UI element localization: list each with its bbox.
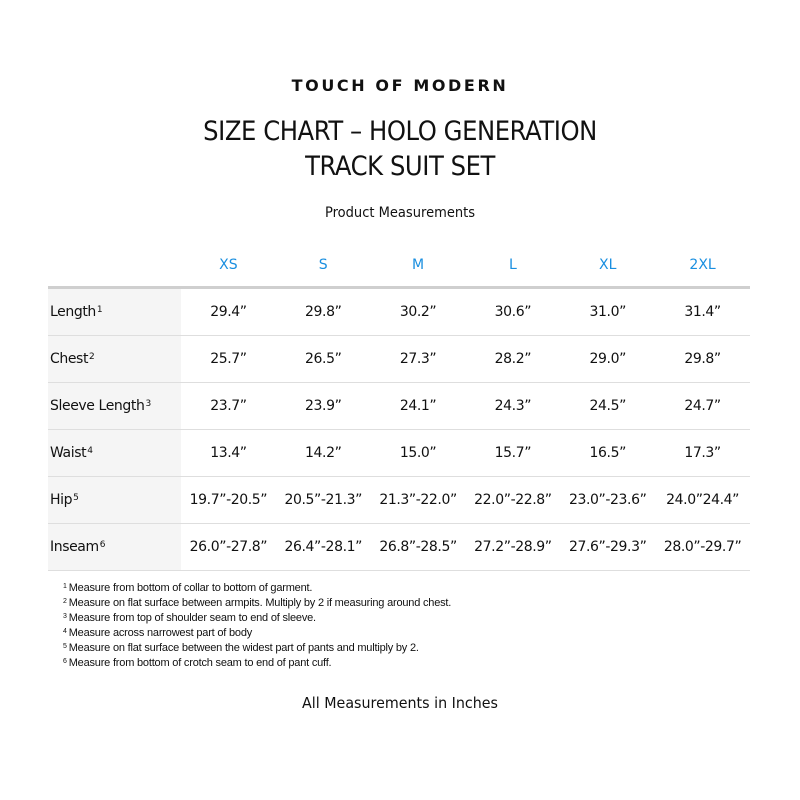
table-cell: 29.0” [560,335,656,383]
table-cell: 23.0”-23.6” [560,476,656,524]
table-cell: 21.3”-22.0” [370,476,466,524]
header-row: XS S M L XL 2XL [48,244,750,289]
table-cell: 27.2”-28.9” [465,523,561,571]
footnote-number: 3 [63,613,67,620]
units-note: All Measurements in Inches [302,694,498,712]
footnote-ref: 4 [87,446,93,456]
footnote: 2 Measure on flat surface between armpits… [62,595,451,610]
table-cell: 16.5” [560,429,656,477]
row-label: Length1 [48,287,181,336]
row-label-text: Inseam [50,539,99,555]
table-cell: 26.0”-27.8” [181,523,276,571]
table-cell: 26.8”-28.5” [370,523,466,571]
table-cell: 24.3” [465,382,561,430]
row-label: Hip5 [48,476,181,524]
footnote-ref: 6 [99,540,106,550]
footnote-ref: 1 [96,305,103,315]
page-title-line2: TRACK SUIT SET [305,151,495,182]
table-cell: 28.2” [465,335,561,383]
table-cell: 27.6”-29.3” [560,523,656,571]
footnote-number: 6 [63,658,67,665]
footnote: 1 Measure from bottom of collar to bottom… [62,580,451,595]
table-row: Sleeve Length3 23.7” 23.9” 24.1” 24.3” 24.5” 2… [48,382,750,430]
table-row: Hip5 19.7”-20.5” 20.5”-21.3” 21.3”-22.0” 22.… [48,476,750,524]
footnote-number: 1 [63,583,67,590]
size-header-s: S [275,244,371,289]
row-label-text: Hip [50,492,73,508]
table-cell: 23.9” [275,382,371,430]
footnote-text: Measure from bottom of crotch seam to en… [68,657,332,669]
brand-logo: TOUCH OF MODERN [291,76,509,95]
footnote: 5 Measure on flat surface between the wid… [62,640,451,655]
footnote-text: Measure from bottom of collar to bottom … [68,582,313,594]
table-cell: 29.8” [655,335,750,383]
table-cell: 20.5”-21.3” [275,476,371,524]
table-cell: 30.6” [465,287,561,336]
table-subtitle: Product Measurements [324,205,476,221]
footnote-text: Measure on flat surface between armpits.… [68,597,452,609]
table-cell: 25.7” [181,335,276,383]
footnote: 4 Measure across narrowest part of body [62,625,451,640]
footnote-number: 2 [63,598,67,605]
row-label: Sleeve Length3 [48,382,181,430]
table-row: Length1 29.4” 29.8” 30.2” 30.6” 31.0” 31.4” [48,287,750,336]
row-label-text: Sleeve Length [50,398,145,414]
size-header-xs: XS [181,244,276,289]
footnote-text: Measure on flat surface between the wide… [68,642,419,654]
table-cell: 14.2” [275,429,371,477]
table-cell: 23.7” [181,382,276,430]
size-header-2xl: 2XL [655,244,750,289]
table-cell: 24.7” [655,382,750,430]
table-cell: 24.0”24.4” [655,476,750,524]
row-label-text: Chest [50,351,89,367]
table-cell: 15.7” [465,429,561,477]
table-cell: 29.4” [181,287,276,336]
table-cell: 24.5” [560,382,656,430]
row-label-text: Waist [50,445,87,461]
table-cell: 31.0” [560,287,656,336]
table-cell: 22.0”-22.8” [465,476,561,524]
table-cell: 28.0”-29.7” [655,523,750,571]
table-cell: 13.4” [181,429,276,477]
table-cell: 26.4”-28.1” [275,523,371,571]
table-row: Inseam6 26.0”-27.8” 26.4”-28.1” 26.8”-28.5”… [48,523,750,571]
size-header-xl: XL [560,244,656,289]
size-header-l: L [465,244,561,289]
size-header-m: M [370,244,466,289]
page-title-line1: SIZE CHART – HOLO GENERATION [203,116,597,147]
table-cell: 19.7”-20.5” [181,476,276,524]
table-cell: 29.8” [275,287,371,336]
footnote-number: 4 [63,628,67,635]
table-row: Chest2 25.7” 26.5” 27.3” 28.2” 29.0” 29.8” [48,335,750,383]
footnote-ref: 5 [73,493,79,503]
table-cell: 26.5” [275,335,371,383]
footnote: 3 Measure from top of shoulder seam to en… [62,610,451,625]
table-cell: 30.2” [370,287,466,336]
footnote-ref: 3 [145,399,151,409]
table-cell: 27.3” [370,335,466,383]
table-cell: 17.3” [655,429,750,477]
footnotes: 1 Measure from bottom of collar to bottom… [62,580,451,670]
table-cell: 24.1” [370,382,466,430]
table-row: Waist4 13.4” 14.2” 15.0” 15.7” 16.5” 17.3” [48,429,750,477]
footnote-text: Measure from top of shoulder seam to end… [68,612,316,624]
footnote-text: Measure across narrowest part of body [68,627,253,639]
row-label: Chest2 [48,335,181,383]
footnote-number: 5 [63,643,67,650]
row-label: Waist4 [48,429,181,477]
table-cell: 15.0” [370,429,466,477]
footnote-ref: 2 [89,352,95,362]
footnote: 6 Measure from bottom of crotch seam to e… [62,655,451,670]
row-label-text: Length [50,304,96,320]
row-label: Inseam6 [48,523,181,571]
header-blank [48,244,181,289]
size-chart-table: XS S M L XL 2XL Length1 29.4” 29.8” 30.2” 30.6” 31… [48,244,750,571]
table-cell: 31.4” [655,287,750,336]
